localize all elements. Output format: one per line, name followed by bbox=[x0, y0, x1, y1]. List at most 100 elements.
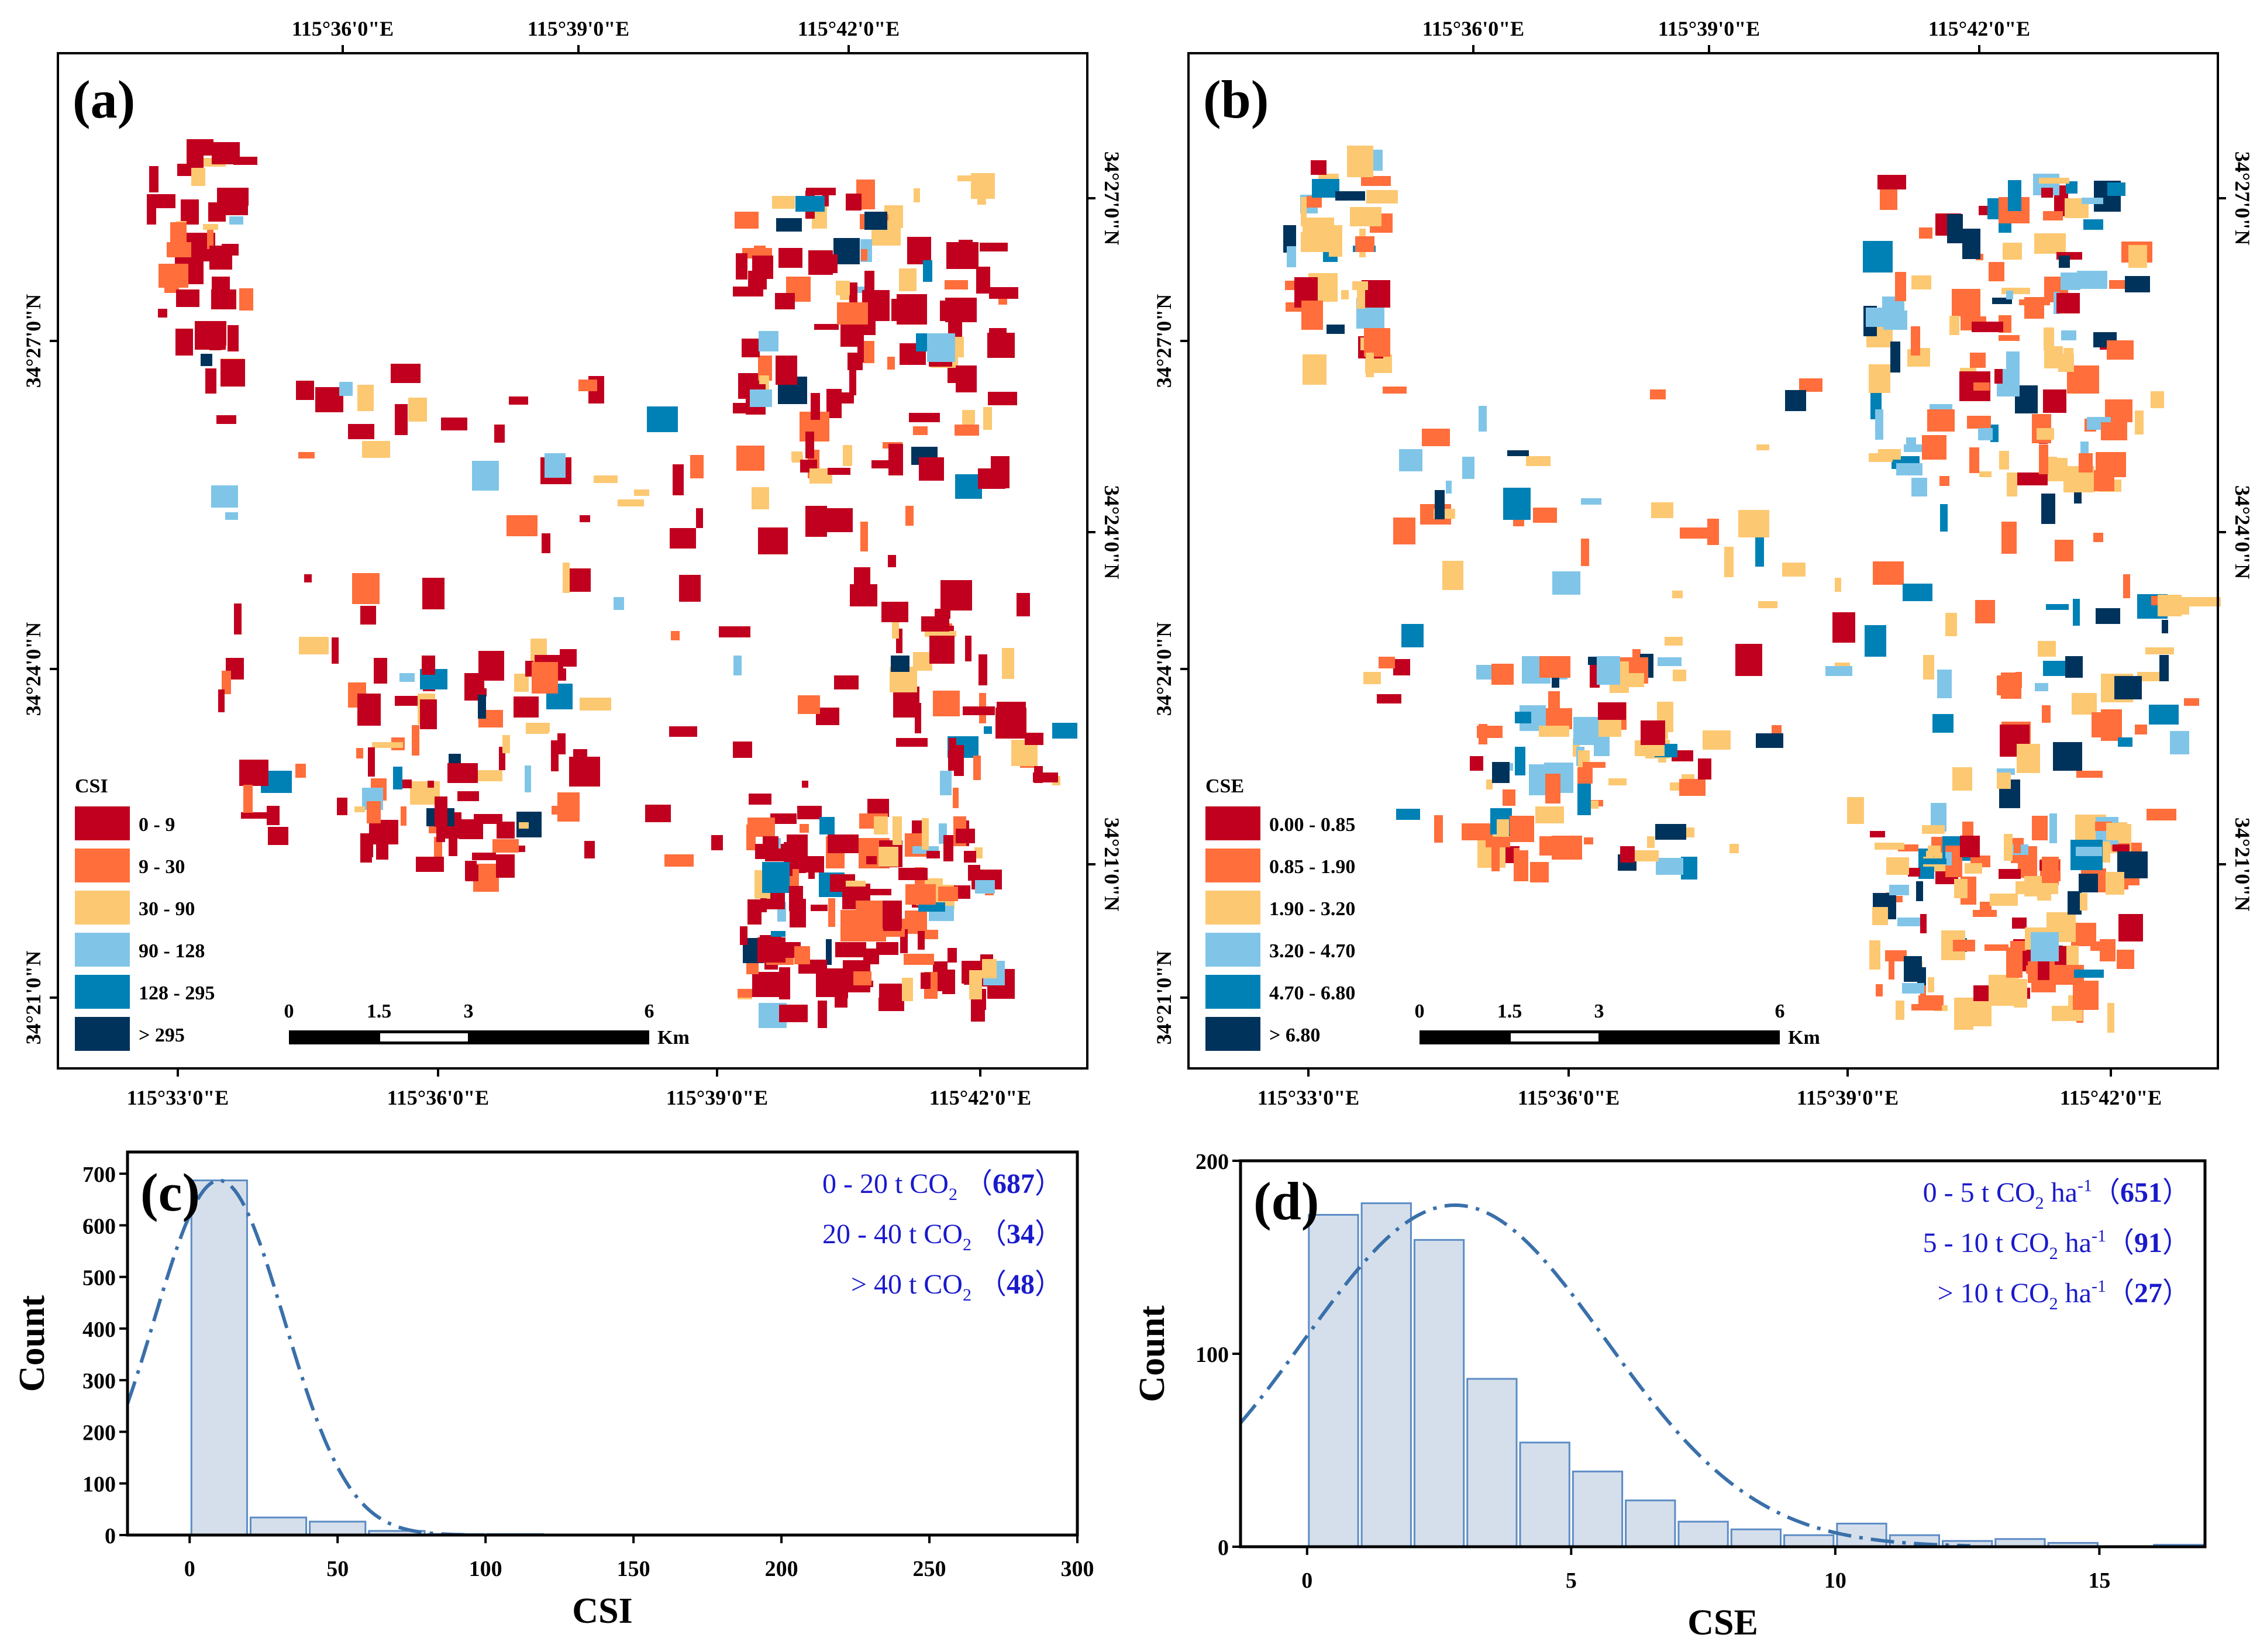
land-patch bbox=[779, 967, 790, 999]
land-patch bbox=[395, 696, 418, 706]
land-patch bbox=[899, 268, 917, 291]
annotation-count: 27 bbox=[2134, 1278, 2162, 1309]
land-patch bbox=[1497, 819, 1509, 840]
annotation-close-paren: ） bbox=[2162, 1227, 2190, 1258]
land-patch bbox=[904, 954, 934, 965]
land-patch bbox=[1876, 984, 1883, 996]
land-patch bbox=[2066, 181, 2077, 194]
annotation-count: 48 bbox=[1007, 1269, 1035, 1300]
land-patch bbox=[822, 508, 853, 532]
land-patch bbox=[332, 637, 339, 664]
land-patch bbox=[1641, 720, 1665, 745]
land-patch bbox=[808, 868, 815, 879]
annotation-unit: ha bbox=[2058, 1278, 2092, 1309]
land-patch bbox=[772, 196, 795, 209]
land-patch bbox=[497, 822, 515, 839]
land-patch bbox=[1866, 308, 1896, 327]
land-patch bbox=[1965, 863, 1982, 874]
land-patch bbox=[752, 487, 769, 509]
land-patch bbox=[2026, 965, 2037, 974]
land-patch bbox=[2128, 245, 2147, 268]
legend-swatch bbox=[75, 891, 130, 925]
land-patch bbox=[372, 742, 403, 748]
land-patch bbox=[1503, 488, 1531, 520]
land-patch bbox=[1679, 779, 1706, 796]
panel-label: (b) bbox=[1203, 70, 1269, 129]
histogram-bar bbox=[309, 1520, 367, 1536]
land-patch bbox=[1889, 885, 1909, 895]
land-patch bbox=[866, 856, 877, 864]
map-panel-b: (b) 115°36'0"E 115°39'0"E 115°42'0"E 115°33'… bbox=[1152, 17, 2254, 1109]
land-patch bbox=[223, 201, 248, 215]
land-patch bbox=[557, 733, 566, 754]
land-patch bbox=[922, 818, 929, 850]
land-patch bbox=[296, 381, 314, 400]
land-patch bbox=[752, 972, 781, 997]
land-patch bbox=[2135, 411, 2144, 434]
y-tick-label: 200 bbox=[1195, 1150, 1229, 1174]
land-patch bbox=[863, 889, 891, 895]
land-patch bbox=[1969, 447, 1979, 473]
land-patch bbox=[2068, 891, 2082, 915]
land-patch bbox=[1911, 478, 1927, 496]
land-patch bbox=[1401, 624, 1424, 647]
land-patch bbox=[794, 946, 810, 964]
land-patch bbox=[1379, 657, 1395, 668]
land-patch bbox=[447, 763, 478, 783]
land-patch bbox=[836, 281, 850, 295]
land-patch bbox=[711, 835, 723, 850]
land-patch bbox=[435, 796, 447, 827]
land-patch bbox=[1655, 824, 1686, 840]
land-patch bbox=[545, 453, 566, 478]
land-patch bbox=[337, 798, 347, 815]
land-patch bbox=[1312, 179, 1339, 198]
land-patch bbox=[1895, 272, 1906, 301]
land-patch bbox=[2072, 693, 2097, 715]
land-patch bbox=[2077, 271, 2107, 289]
land-patch bbox=[158, 309, 167, 318]
land-patch bbox=[864, 212, 887, 230]
land-patch bbox=[834, 675, 859, 689]
land-patch bbox=[569, 757, 600, 787]
annotation-range: 5 - 10 t CO bbox=[1923, 1227, 2049, 1258]
land-patch bbox=[149, 166, 159, 192]
land-patch bbox=[2079, 453, 2093, 473]
land-patch bbox=[1885, 950, 1907, 961]
land-patch bbox=[982, 959, 997, 978]
land-patch bbox=[933, 691, 960, 716]
histogram-bar bbox=[1783, 1534, 1835, 1548]
land-patch bbox=[1545, 774, 1560, 803]
land-patch bbox=[878, 847, 898, 867]
land-patch bbox=[551, 740, 559, 771]
land-patch bbox=[532, 662, 558, 694]
land-patch bbox=[935, 609, 950, 619]
land-patch bbox=[1442, 561, 1463, 590]
land-patch bbox=[2016, 473, 2048, 485]
land-patch bbox=[948, 948, 957, 963]
land-patch bbox=[1932, 714, 1954, 733]
land-patch bbox=[474, 814, 502, 824]
land-patch bbox=[205, 368, 216, 394]
longitude-label: 115°42'0"E bbox=[929, 1086, 1031, 1109]
land-patch bbox=[1906, 437, 1916, 446]
land-patch bbox=[1999, 222, 2011, 233]
land-patch bbox=[514, 674, 529, 692]
longitude-label: 115°39'0"E bbox=[1797, 1086, 1899, 1109]
land-patch bbox=[942, 970, 955, 994]
land-patch bbox=[1865, 625, 1886, 657]
land-patch bbox=[614, 597, 624, 610]
land-patch bbox=[1947, 214, 1963, 243]
land-patch bbox=[1673, 670, 1686, 681]
annotation-subscript: 2 bbox=[2049, 1244, 2058, 1263]
scale-bar-tick: 3 bbox=[464, 1001, 474, 1022]
land-patch bbox=[955, 474, 982, 499]
land-patch bbox=[849, 282, 857, 302]
land-patch bbox=[843, 287, 874, 293]
land-patch bbox=[1999, 451, 2009, 470]
histogram-bar bbox=[1730, 1528, 1782, 1548]
land-patch bbox=[167, 242, 191, 257]
land-patch bbox=[478, 651, 504, 681]
land-patch bbox=[1283, 225, 1296, 253]
land-patch bbox=[915, 703, 921, 733]
land-patch bbox=[2031, 981, 2056, 992]
